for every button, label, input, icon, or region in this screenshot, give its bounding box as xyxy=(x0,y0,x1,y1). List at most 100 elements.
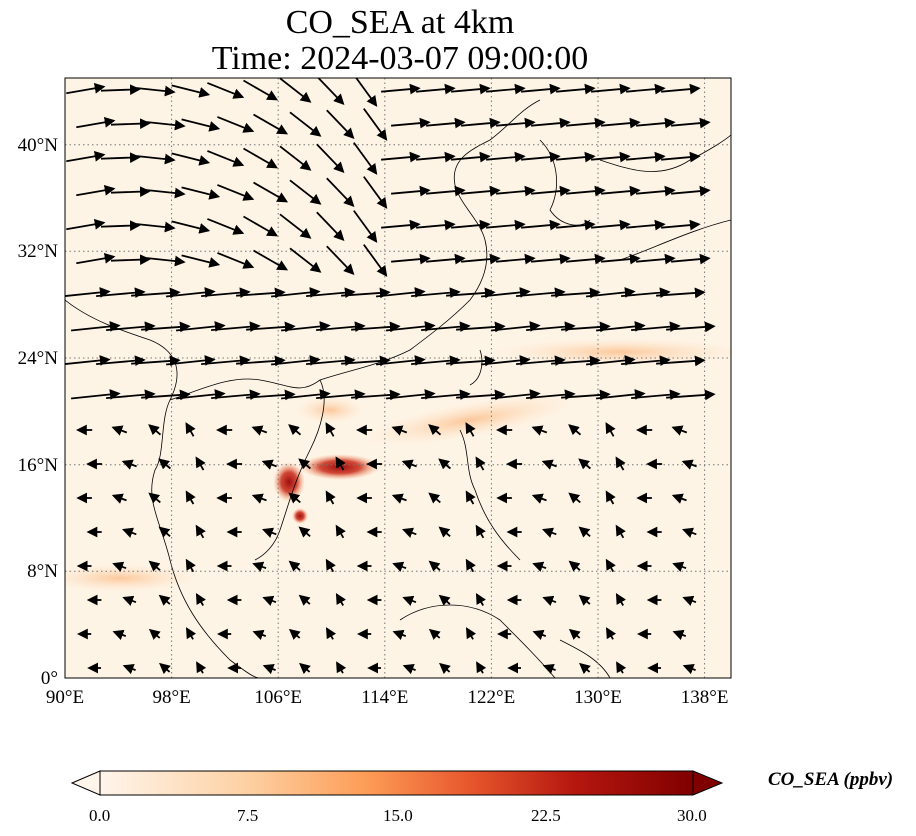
wind-vector-arrow xyxy=(207,150,245,167)
co-plume-gulf xyxy=(295,396,365,424)
wind-vector-arrow xyxy=(626,151,666,163)
wind-vector-arrow xyxy=(289,247,322,273)
wind-vector-arrow xyxy=(491,389,541,400)
wind-vector-arrow xyxy=(252,629,267,641)
wind-vector-arrow xyxy=(76,252,116,265)
wind-vector-arrow xyxy=(146,119,186,131)
wind-vector-arrow xyxy=(531,493,547,504)
wind-vector-arrow xyxy=(166,287,216,298)
wind-vector-arrow xyxy=(166,355,216,366)
wind-vector-arrow xyxy=(556,219,596,231)
wind-vector-arrow xyxy=(146,187,186,199)
wind-vector-arrow xyxy=(341,355,391,367)
wind-vector-arrow xyxy=(391,253,431,265)
wind-vector-arrow xyxy=(386,389,436,400)
wind-vector-arrow xyxy=(288,628,301,640)
wind-vector-arrow xyxy=(392,561,407,572)
wind-vector-arrow xyxy=(465,558,476,573)
wind-vector-arrow xyxy=(185,558,196,573)
wind-vector-arrow xyxy=(521,83,561,95)
wind-vector-arrow xyxy=(491,321,541,332)
wind-vector-arrow xyxy=(326,177,355,207)
wind-vector-arrow xyxy=(516,287,566,299)
wind-vector-arrow xyxy=(561,321,611,333)
wind-vector-arrow xyxy=(207,82,245,99)
wind-vector-arrow xyxy=(171,84,211,98)
wind-vector-arrow xyxy=(211,389,261,401)
wind-vector-arrow xyxy=(76,116,116,129)
wind-vector-arrow xyxy=(596,321,646,332)
wind-vector-arrow xyxy=(281,389,331,400)
wind-vector-arrow xyxy=(551,355,601,367)
wind-vector-arrow xyxy=(185,490,196,505)
colorbar-bar xyxy=(99,770,694,796)
graticule xyxy=(65,78,731,678)
colorbar-min-extend xyxy=(70,770,101,796)
wind-vector-arrow xyxy=(402,595,417,606)
wind-vector-arrow xyxy=(148,560,161,572)
wind-vector-arrow xyxy=(325,490,336,505)
wind-vector-arrow xyxy=(631,321,681,333)
wind-vector-arrow xyxy=(251,493,267,504)
wind-vector-arrow xyxy=(438,458,451,470)
wind-vector-arrow xyxy=(181,118,221,132)
wind-vector-arrow xyxy=(428,560,441,572)
wind-vector-arrow xyxy=(566,253,606,265)
wind-vector-arrow xyxy=(521,219,561,231)
wind-vector-arrow xyxy=(531,253,571,265)
x-tick-138e: 138°E xyxy=(681,687,729,708)
wind-vector-arrow xyxy=(428,628,441,640)
wind-vector-arrow xyxy=(262,527,277,538)
wind-vector-arrow xyxy=(568,628,581,640)
wind-vector-arrow xyxy=(542,527,557,538)
wind-vector-arrow xyxy=(438,594,451,606)
y-tick-labels: 0° 8°N 16°N 24°N 32°N 40°N xyxy=(18,135,59,689)
wind-vector-arrow xyxy=(243,79,279,101)
wind-vector-arrow xyxy=(279,78,312,103)
wind-vector-arrow xyxy=(411,355,461,367)
wind-vector-arrow xyxy=(411,287,461,299)
wind-vector-arrow xyxy=(475,592,486,606)
wind-vector-arrow xyxy=(615,456,626,471)
colorbar-tick-7-5: 7.5 xyxy=(237,806,259,825)
wind-vector-arrow xyxy=(141,389,191,401)
wind-vector-arrow xyxy=(402,527,417,538)
wind-vector-arrow xyxy=(601,253,641,265)
wind-vector-arrow xyxy=(421,321,471,333)
wind-vector-arrow xyxy=(325,627,337,640)
wind-vector-arrow xyxy=(461,185,501,197)
wind-vector-arrow xyxy=(355,78,378,107)
wind-vector-arrow xyxy=(568,424,582,436)
wind-vector-arrow xyxy=(666,321,716,333)
wind-vector-arrow xyxy=(159,662,171,675)
wind-vector-arrow xyxy=(626,219,666,231)
wind-vector-arrow xyxy=(201,287,251,299)
wind-vector-arrow xyxy=(461,253,501,265)
wind-vector-arrow xyxy=(246,321,296,333)
wind-vector-arrow xyxy=(439,662,451,675)
wind-vector-arrow xyxy=(671,117,711,129)
wind-vector-arrow xyxy=(236,355,286,367)
wind-vector-arrow xyxy=(207,218,245,235)
x-tick-130e: 130°E xyxy=(574,687,622,708)
wind-vector-arrow xyxy=(336,661,347,674)
wind-vector-arrow xyxy=(131,355,181,367)
wind-vector-arrow xyxy=(176,389,226,400)
wind-vector-arrow xyxy=(148,492,161,504)
wind-vector-arrow xyxy=(335,524,346,539)
wind-vector-arrow xyxy=(171,220,211,234)
wind-vector-arrow xyxy=(381,151,421,163)
wind-vector-arrow xyxy=(672,629,687,641)
wind-vector-arrow xyxy=(289,111,322,137)
wind-vector-arrow xyxy=(446,287,496,299)
wind-vector-arrow xyxy=(475,456,486,471)
wind-vector-arrow xyxy=(246,389,296,401)
wind-vector-arrow xyxy=(568,560,581,572)
x-tick-122e: 122°E xyxy=(468,687,516,708)
wind-vector-arrow xyxy=(451,151,491,163)
wind-vector-arrow xyxy=(526,321,576,333)
wind-vector-arrow xyxy=(335,456,346,471)
wind-vector-arrow xyxy=(541,459,557,470)
wind-vector-arrow xyxy=(481,355,531,366)
